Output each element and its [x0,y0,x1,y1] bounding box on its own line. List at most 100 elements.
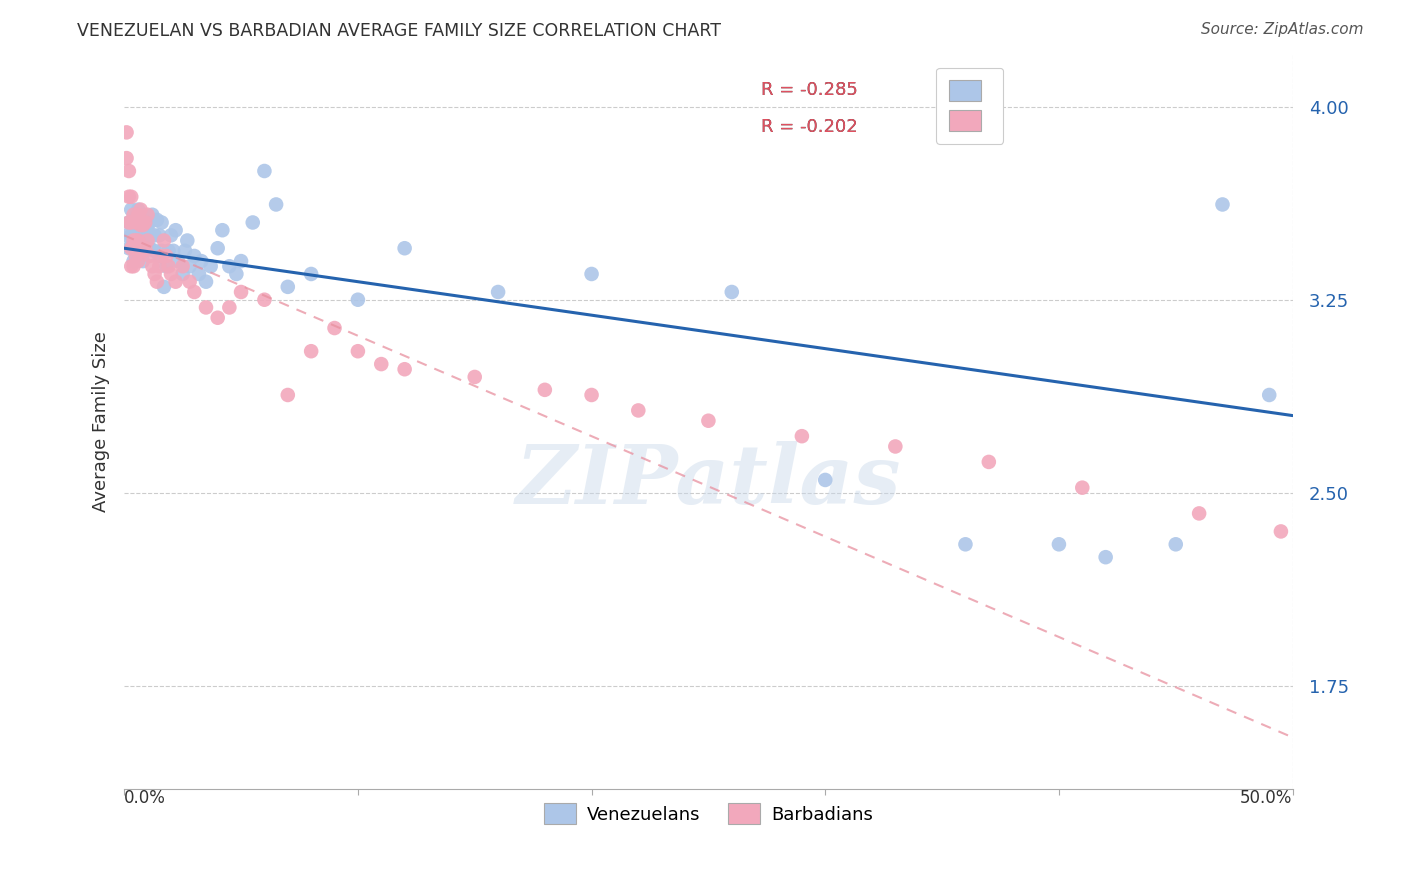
Point [160,228,183,243]
Point [394,362,416,376]
Y-axis label: Average Family Size: Average Family Size [93,332,110,512]
Point [179,259,201,273]
Point [155,259,177,273]
Point [347,293,370,307]
Point [122,241,145,255]
Point [153,280,176,294]
Point [115,151,138,165]
Point [122,208,145,222]
Point [146,275,169,289]
Point [150,249,173,263]
Text: VENEZUELAN VS BARBADIAN AVERAGE FAMILY SIZE CORRELATION CHART: VENEZUELAN VS BARBADIAN AVERAGE FAMILY S… [77,22,721,40]
Point [120,228,142,243]
Point [167,254,190,268]
Point [176,234,198,248]
Text: R = -0.285: R = -0.285 [761,81,858,99]
Point [148,228,170,243]
Point [299,344,322,359]
Point [188,267,211,281]
Point [1211,197,1233,211]
Point [143,228,166,243]
Point [264,197,287,211]
Point [200,259,222,273]
Point [136,223,159,237]
Point [174,244,197,258]
Point [323,321,346,335]
Point [115,125,138,139]
Point [347,344,370,359]
Point [125,249,148,263]
Text: 0.0%: 0.0% [124,789,166,807]
Point [139,241,162,255]
Point [125,234,148,248]
Point [229,254,252,268]
Point [814,473,837,487]
Point [884,440,907,454]
Point [1258,388,1281,402]
Point [207,241,229,255]
Point [120,259,142,273]
Point [148,259,170,273]
Point [370,357,392,371]
Point [218,259,240,273]
Point [122,254,145,268]
Point [165,223,187,237]
Point [299,267,322,281]
Point [141,259,163,273]
Text: Source: ZipAtlas.com: Source: ZipAtlas.com [1201,22,1364,37]
Point [132,244,155,258]
Point [162,244,184,258]
Point [207,310,229,325]
Point [122,215,145,229]
Point [129,244,152,258]
Point [150,215,173,229]
Point [977,455,1000,469]
Point [120,215,142,229]
Point [277,388,299,402]
Point [118,215,141,229]
Point [132,234,155,248]
Point [229,285,252,299]
Point [464,370,486,384]
Point [134,215,156,229]
Point [129,218,152,232]
Point [581,267,603,281]
Point [534,383,557,397]
Point [139,249,162,263]
Legend: Venezuelans, Barbadians: Venezuelans, Barbadians [537,796,880,831]
Point [120,241,142,255]
Point [125,208,148,222]
Text: N = 72: N = 72 [936,81,1004,99]
Point [277,280,299,294]
Point [225,267,247,281]
Point [1071,481,1094,495]
Point [242,215,264,229]
Text: ZIPatlas: ZIPatlas [516,441,901,521]
Text: R = -0.202: R = -0.202 [761,118,858,136]
Point [146,213,169,227]
Point [183,285,205,299]
Point [143,267,166,281]
Point [1164,537,1187,551]
Point [1094,550,1116,565]
Point [697,414,720,428]
Text: N = 63: N = 63 [936,118,1004,136]
Point [183,249,205,263]
Point [122,259,145,273]
Point [118,215,141,229]
Point [118,241,141,255]
Point [218,301,240,315]
Point [125,215,148,229]
Point [172,267,194,281]
Point [1188,507,1211,521]
Point [486,285,509,299]
Text: R = -0.285: R = -0.285 [761,81,858,99]
Point [720,285,742,299]
Point [136,234,159,248]
Point [125,234,148,248]
Point [1270,524,1292,539]
Point [115,228,138,243]
Point [127,234,149,248]
Point [143,244,166,258]
Text: R = -0.202: R = -0.202 [761,118,858,136]
